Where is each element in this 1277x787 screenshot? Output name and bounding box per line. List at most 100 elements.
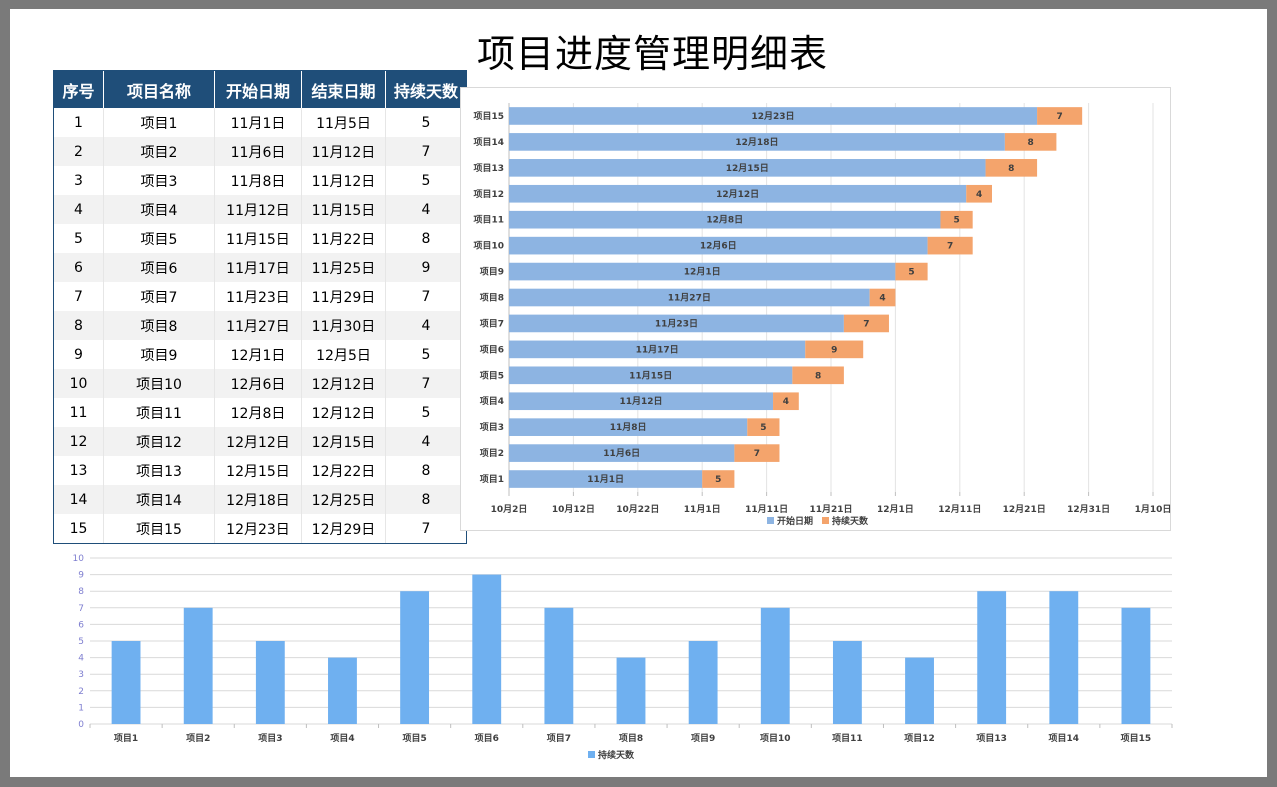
cell-index[interactable]: 8	[54, 311, 104, 340]
start-date-bar	[509, 470, 703, 488]
x-tick-label: 12月1日	[877, 504, 914, 515]
cell-index[interactable]: 7	[54, 282, 104, 311]
cell-end[interactable]: 11月29日	[302, 282, 386, 311]
cell-index[interactable]: 6	[54, 253, 104, 282]
cell-duration[interactable]: 5	[421, 114, 431, 131]
header-cell-duration[interactable]: 持续天数	[393, 81, 458, 101]
header-cell-end[interactable]: 结束日期	[302, 71, 386, 108]
cell-name[interactable]: 项目5	[104, 224, 215, 253]
cell-start[interactable]: 12月1日	[215, 340, 302, 369]
duration-data-label: 8	[1028, 138, 1034, 148]
cell-start[interactable]: 12月15日	[215, 456, 302, 485]
cell-end[interactable]: 11月12日	[302, 137, 386, 166]
cell-end[interactable]: 11月5日	[302, 108, 386, 137]
project-table: 序号 项目名称 开始日期 结束日期 持续天数 1 项目1 11月1日 11月5日 5 2 项…	[53, 70, 467, 544]
cell-start[interactable]: 12月18日	[215, 485, 302, 514]
y-tick-label: 项目5	[480, 370, 504, 381]
cell-end[interactable]: 12月15日	[302, 427, 386, 456]
header-cell-index[interactable]: 序号	[54, 71, 104, 108]
cell-start[interactable]: 12月23日	[215, 514, 302, 543]
legend-label-duration: 持续天数	[598, 749, 635, 761]
cell-index[interactable]: 4	[54, 195, 104, 224]
cell-name[interactable]: 项目12	[104, 427, 215, 456]
cell-end[interactable]: 11月30日	[302, 311, 386, 340]
cell-duration[interactable]: 8	[421, 230, 431, 247]
cell-start[interactable]: 11月17日	[215, 253, 302, 282]
table-row: 5 项目5 11月15日 11月22日 8	[54, 224, 466, 253]
cell-end[interactable]: 12月22日	[302, 456, 386, 485]
cell-index[interactable]: 15	[54, 514, 104, 543]
cell-index[interactable]: 13	[54, 456, 104, 485]
x-tick-label: 项目12	[904, 733, 935, 744]
cell-duration[interactable]: 4	[421, 317, 431, 334]
header-cell-start[interactable]: 开始日期	[215, 71, 302, 108]
cell-index[interactable]: 11	[54, 398, 104, 427]
cell-name[interactable]: 项目14	[104, 485, 215, 514]
cell-start[interactable]: 11月23日	[215, 282, 302, 311]
y-tick-label: 项目1	[480, 474, 504, 485]
cell-name[interactable]: 项目15	[104, 514, 215, 543]
cell-start[interactable]: 12月8日	[215, 398, 302, 427]
cell-end[interactable]: 12月12日	[302, 398, 386, 427]
cell-end[interactable]: 11月25日	[302, 253, 386, 282]
x-tick-label: 项目13	[976, 733, 1007, 744]
cell-start[interactable]: 11月12日	[215, 195, 302, 224]
cell-start[interactable]: 11月6日	[215, 137, 302, 166]
cell-duration[interactable]: 4	[421, 433, 431, 450]
cell-duration[interactable]: 7	[421, 375, 431, 392]
start-date-bar	[509, 314, 844, 333]
duration-bar	[805, 340, 864, 359]
cell-index[interactable]: 9	[54, 340, 104, 369]
cell-start[interactable]: 12月6日	[215, 369, 302, 398]
cell-name[interactable]: 项目7	[104, 282, 215, 311]
x-tick-label: 项目9	[691, 733, 715, 744]
cell-end[interactable]: 11月12日	[302, 166, 386, 195]
cell-duration[interactable]: 5	[421, 346, 431, 363]
cell-start[interactable]: 11月1日	[215, 108, 302, 137]
cell-duration[interactable]: 8	[421, 462, 431, 479]
table-row: 9 项目9 12月1日 12月5日 5	[54, 340, 466, 369]
duration-bar	[1037, 107, 1083, 125]
cell-name[interactable]: 项目11	[104, 398, 215, 427]
cell-start[interactable]: 11月15日	[215, 224, 302, 253]
cell-start[interactable]: 11月27日	[215, 311, 302, 340]
start-date-data-label: 12月18日	[735, 137, 778, 148]
cell-end[interactable]: 12月29日	[302, 514, 386, 543]
cell-index[interactable]: 10	[54, 369, 104, 398]
cell-duration[interactable]: 7	[421, 143, 431, 160]
cell-duration[interactable]: 4	[421, 201, 431, 218]
cell-duration[interactable]: 9	[421, 259, 431, 276]
cell-start[interactable]: 12月12日	[215, 427, 302, 456]
cell-duration[interactable]: 5	[421, 404, 431, 421]
cell-name[interactable]: 项目2	[104, 137, 215, 166]
cell-name[interactable]: 项目8	[104, 311, 215, 340]
cell-end[interactable]: 12月25日	[302, 485, 386, 514]
cell-name[interactable]: 项目6	[104, 253, 215, 282]
cell-end[interactable]: 12月5日	[302, 340, 386, 369]
y-tick-label: 项目14	[473, 137, 504, 148]
cell-name[interactable]: 项目4	[104, 195, 215, 224]
cell-index[interactable]: 1	[54, 108, 104, 137]
cell-index[interactable]: 5	[54, 224, 104, 253]
cell-index[interactable]: 12	[54, 427, 104, 456]
cell-end[interactable]: 12月12日	[302, 369, 386, 398]
cell-index[interactable]: 2	[54, 137, 104, 166]
cell-name[interactable]: 项目13	[104, 456, 215, 485]
cell-end[interactable]: 11月22日	[302, 224, 386, 253]
duration-data-label: 4	[783, 397, 789, 407]
header-cell-name[interactable]: 项目名称	[104, 71, 215, 108]
cell-duration[interactable]: 5	[421, 172, 431, 189]
cell-duration[interactable]: 8	[421, 491, 431, 508]
cell-name[interactable]: 项目1	[104, 108, 215, 137]
start-date-data-label: 12月6日	[700, 241, 737, 252]
cell-name[interactable]: 项目3	[104, 166, 215, 195]
cell-name[interactable]: 项目9	[104, 340, 215, 369]
cell-index[interactable]: 14	[54, 485, 104, 514]
cell-duration[interactable]: 7	[421, 520, 431, 537]
cell-end[interactable]: 11月15日	[302, 195, 386, 224]
duration-data-label: 4	[879, 294, 885, 304]
cell-name[interactable]: 项目10	[104, 369, 215, 398]
cell-index[interactable]: 3	[54, 166, 104, 195]
cell-duration[interactable]: 7	[421, 288, 431, 305]
cell-start[interactable]: 11月8日	[215, 166, 302, 195]
